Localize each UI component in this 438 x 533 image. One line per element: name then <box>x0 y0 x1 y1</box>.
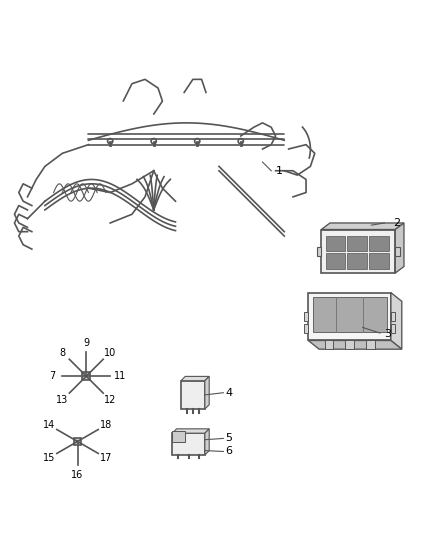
Text: 8: 8 <box>60 348 66 358</box>
Text: 5: 5 <box>226 433 233 443</box>
Bar <box>325 341 333 349</box>
Text: 2: 2 <box>393 218 400 228</box>
Bar <box>395 247 399 256</box>
Bar <box>369 236 389 251</box>
Text: 18: 18 <box>100 419 113 430</box>
Polygon shape <box>308 341 402 349</box>
Text: 15: 15 <box>42 453 55 463</box>
Text: 4: 4 <box>226 387 233 398</box>
Bar <box>347 254 367 269</box>
Polygon shape <box>391 293 402 349</box>
Polygon shape <box>205 429 209 455</box>
Bar <box>172 431 185 442</box>
Polygon shape <box>395 223 404 273</box>
Bar <box>313 297 387 332</box>
Text: 13: 13 <box>57 394 69 405</box>
Bar <box>366 341 374 349</box>
Text: 10: 10 <box>104 348 116 358</box>
Bar <box>325 236 345 251</box>
Text: 14: 14 <box>42 419 55 430</box>
Bar <box>325 254 345 269</box>
FancyBboxPatch shape <box>321 230 395 273</box>
Bar <box>181 381 205 409</box>
Bar <box>391 312 395 321</box>
Bar <box>347 236 367 251</box>
Bar <box>172 433 205 455</box>
Bar <box>317 247 321 256</box>
Bar <box>82 372 90 380</box>
Text: 16: 16 <box>71 470 84 480</box>
Text: 12: 12 <box>104 394 116 405</box>
Bar <box>304 312 308 321</box>
Polygon shape <box>321 223 404 230</box>
Bar <box>74 438 81 446</box>
Bar <box>304 324 308 333</box>
Text: 17: 17 <box>100 453 113 463</box>
Text: 11: 11 <box>114 371 126 381</box>
Polygon shape <box>172 429 209 433</box>
Polygon shape <box>181 376 209 381</box>
Bar <box>345 341 354 349</box>
Text: 6: 6 <box>226 447 233 456</box>
FancyBboxPatch shape <box>308 293 391 341</box>
Text: 1: 1 <box>276 166 283 176</box>
Bar <box>369 254 389 269</box>
Text: 3: 3 <box>385 329 392 339</box>
Text: 9: 9 <box>83 338 89 348</box>
Polygon shape <box>205 376 209 409</box>
Text: 7: 7 <box>49 371 56 381</box>
Bar <box>391 324 395 333</box>
